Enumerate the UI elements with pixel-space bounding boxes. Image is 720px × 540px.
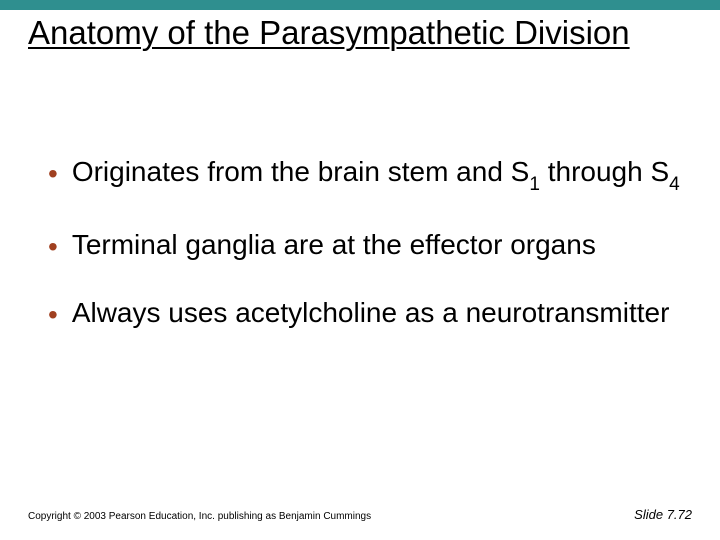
list-item: • Terminal ganglia are at the effector o…	[48, 228, 680, 262]
bullet-text: Always uses acetylcholine as a neurotran…	[72, 296, 670, 330]
bullet-list: • Originates from the brain stem and S1 …	[48, 155, 680, 364]
bullet-text: Terminal ganglia are at the effector org…	[72, 228, 596, 262]
text-segment: through S	[540, 156, 669, 187]
text-segment: Terminal ganglia are at the effector org…	[72, 229, 596, 260]
title-container: Anatomy of the Parasympathetic Division	[28, 14, 680, 52]
subscript: 4	[669, 174, 680, 195]
bullet-icon: •	[48, 298, 58, 332]
subscript: 1	[529, 174, 540, 195]
text-segment: Originates from the brain stem and S	[72, 156, 530, 187]
text-segment: Always uses acetylcholine as a neurotran…	[72, 297, 670, 328]
top-accent-bar	[0, 0, 720, 10]
copyright-text: Copyright © 2003 Pearson Education, Inc.…	[28, 511, 371, 522]
bullet-icon: •	[48, 230, 58, 264]
bullet-icon: •	[48, 157, 58, 191]
bullet-text: Originates from the brain stem and S1 th…	[72, 155, 680, 194]
list-item: • Always uses acetylcholine as a neurotr…	[48, 296, 680, 330]
slide-number: Slide 7.72	[634, 507, 692, 522]
list-item: • Originates from the brain stem and S1 …	[48, 155, 680, 194]
slide-title: Anatomy of the Parasympathetic Division	[28, 14, 680, 52]
